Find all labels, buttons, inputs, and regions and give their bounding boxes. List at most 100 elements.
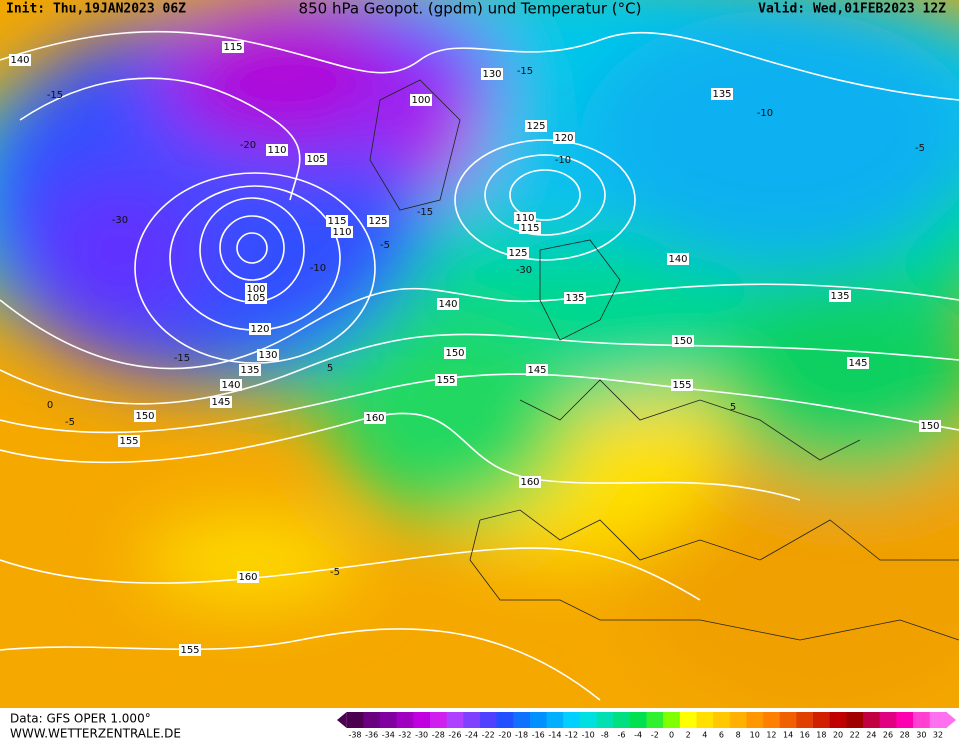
geopotential-label: 150 xyxy=(445,348,464,359)
colorbar-arrow-right xyxy=(946,712,956,728)
temperature-label: -15 xyxy=(417,207,433,218)
colorbar-tick-label: -4 xyxy=(634,731,642,740)
contour-label-box xyxy=(519,476,541,488)
colorbar-tick-label: 6 xyxy=(719,731,724,740)
colorbar-block xyxy=(429,712,448,728)
contour-label-box xyxy=(672,335,694,347)
geopotential-label: 100 xyxy=(411,95,430,106)
contour-label-box xyxy=(9,54,31,66)
colorbar-tick-label: -2 xyxy=(651,731,659,740)
geopotential-label: 115 xyxy=(327,216,346,227)
contour-label-box xyxy=(514,212,536,224)
colorbar-block xyxy=(396,712,414,728)
geopotential-label: 155 xyxy=(672,380,691,391)
geopotential-label: 150 xyxy=(135,411,154,422)
colorbar-tick-label: -24 xyxy=(465,731,478,740)
geopotential-label: 140 xyxy=(668,254,687,265)
geopotential-label: 125 xyxy=(508,248,527,259)
geopotential-label: 130 xyxy=(482,69,501,80)
map-title: 850 hPa Geopot. (gpdm) und Temperatur (°… xyxy=(299,0,642,18)
colorbar-block xyxy=(646,712,664,728)
colorbar-block xyxy=(879,712,897,728)
colorbar-block xyxy=(663,712,681,728)
colorbar-tick-label: -38 xyxy=(348,731,361,740)
contour-label-box xyxy=(305,153,327,165)
contour-label-box xyxy=(331,226,353,238)
contour-label-box xyxy=(437,298,459,310)
geopotential-label: 140 xyxy=(10,55,29,66)
contour-label-box xyxy=(410,94,432,106)
temperature-label: -5 xyxy=(65,417,75,428)
contour-label-box xyxy=(239,364,261,376)
colorbar-tick-label: 2 xyxy=(686,731,691,740)
colorbar-block xyxy=(579,712,598,728)
geopotential-label: 105 xyxy=(306,154,325,165)
contour-label-box xyxy=(829,290,851,302)
colorbar-tick-label: 8 xyxy=(736,731,741,740)
colorbar-block xyxy=(613,712,631,728)
geopotential-label: 155 xyxy=(119,436,138,447)
contour-label-box xyxy=(526,364,548,376)
colorbar-tick-label: 26 xyxy=(883,731,893,740)
temperature-label: 5 xyxy=(327,363,333,374)
contour-label-box xyxy=(326,215,348,227)
colorbar-tick-label: 12 xyxy=(766,731,776,740)
geopotential-label: 125 xyxy=(526,121,545,132)
temperature-label: -5 xyxy=(330,567,340,578)
temperature-label: -15 xyxy=(174,353,190,364)
geopotential-label: 135 xyxy=(240,365,259,376)
contour-label-box xyxy=(245,292,267,304)
temperature-label: -5 xyxy=(915,143,925,154)
geopotential-label: 145 xyxy=(211,397,230,408)
geopotential-label: 120 xyxy=(554,133,573,144)
colorbar-block xyxy=(763,712,781,728)
colorbar-block xyxy=(696,712,714,728)
contour-label-box xyxy=(266,144,288,156)
contour-label-box xyxy=(237,571,259,583)
colorbar-tick-label: -8 xyxy=(601,731,609,740)
contour-label-box xyxy=(444,347,466,359)
geopotential-label: 135 xyxy=(712,89,731,100)
colorbar-arrow-left xyxy=(337,712,347,728)
contour-label-box xyxy=(435,374,457,386)
colorbar-block xyxy=(346,712,364,728)
temperature-label: -15 xyxy=(47,90,63,101)
temperature-label: -10 xyxy=(555,155,571,166)
colorbar-block xyxy=(929,712,947,728)
colorbar-tick-label: -26 xyxy=(448,731,461,740)
contour-label-box xyxy=(847,357,869,369)
temperature-label: -15 xyxy=(517,66,533,77)
colorbar-block xyxy=(829,712,847,728)
contour-label-box xyxy=(711,88,733,100)
geopotential-label: 115 xyxy=(223,42,242,53)
colorbar-tick-label: 16 xyxy=(800,731,810,740)
colorbar-tick-label: 4 xyxy=(702,731,707,740)
colorbar-tick-label: 32 xyxy=(933,731,943,740)
data-source: Data: GFS OPER 1.000° xyxy=(10,712,151,726)
colorbar-block xyxy=(379,712,398,728)
colorbar-block xyxy=(413,712,431,728)
geopotential-label: 160 xyxy=(365,413,384,424)
colorbar-tick-label: 18 xyxy=(816,731,826,740)
colorbar-block xyxy=(796,712,814,728)
contour-label-box xyxy=(525,120,547,132)
colorbar-block xyxy=(913,712,931,728)
colorbar-tick-label: 0 xyxy=(669,731,674,740)
temperature-label: 5 xyxy=(730,402,736,413)
temperature-label: -20 xyxy=(240,140,256,151)
colorbar-tick-label: 22 xyxy=(850,731,860,740)
colorbar: -38 -36 -34 -32 -30 -28 -26 -24 -22 -20 -18 -16 -14-… xyxy=(337,712,956,740)
geopotential-label: 155 xyxy=(180,645,199,656)
colorbar-tick-label: -34 xyxy=(382,731,395,740)
contour-label-box xyxy=(553,132,575,144)
geopotential-label: 130 xyxy=(258,350,277,361)
colorbar-tick-label: -10 xyxy=(582,731,595,740)
colorbar-tick-label: -22 xyxy=(482,731,495,740)
geopotential-label: 150 xyxy=(920,421,939,432)
contour-label-box xyxy=(519,222,541,234)
colorbar-tick-label: -6 xyxy=(618,731,626,740)
colorbar-block xyxy=(496,712,514,728)
colorbar-block xyxy=(529,712,548,728)
